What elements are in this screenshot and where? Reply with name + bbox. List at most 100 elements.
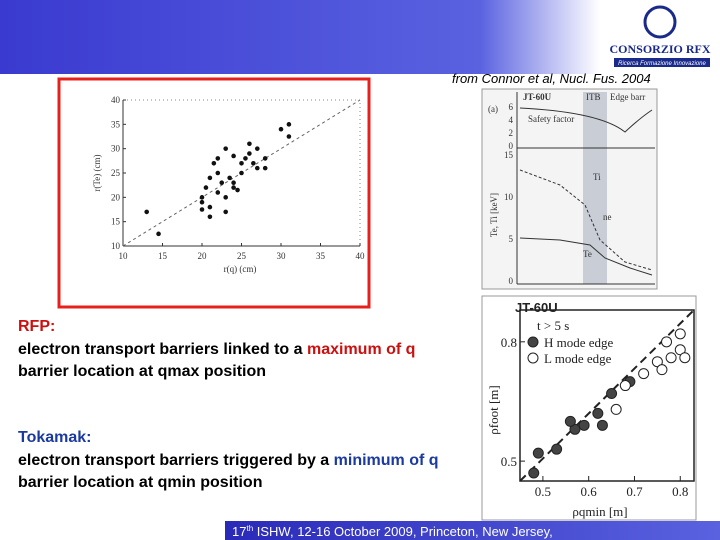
y-tick-label: 25 [111,168,121,178]
point [239,160,244,166]
y-tick-label: 35 [111,119,121,129]
point [661,336,673,348]
point [551,443,563,455]
text-run: electron transport barriers linked to a [18,341,307,358]
logo-subtext: Ricerca Formazione Innovazione [618,61,706,67]
x-tick-label: 10 [119,251,129,261]
tokamak-line: barrier location at qmin position [18,474,262,491]
emphasis: minimum of q [334,452,439,469]
tick-label: 0 [509,141,514,151]
legend-title: t > 5 s [537,318,569,333]
highlight-box [57,77,371,309]
te-curve [519,237,653,276]
y-tick-label: 20 [111,192,121,202]
point [207,175,213,181]
point [156,231,161,237]
curve-label: Te [583,249,592,259]
point [578,419,590,431]
plot-title: JT-60U [515,300,558,315]
point [656,364,668,376]
point [211,160,217,166]
y-axis-label: r(Te) (cm) [92,154,102,191]
legend-label: H mode edge [544,335,614,350]
x-tick-label: 40 [356,251,366,261]
x-axis-label: ρqmin [m] [572,504,627,519]
q-curve [519,107,653,133]
footer-text: 17th ISHW, 12-16 October 2009, Princeton… [232,524,553,539]
point [231,153,236,159]
superscript: th [246,524,253,533]
logo-mark [643,5,677,39]
region-label: Edge barr [610,92,645,102]
point [262,156,268,161]
x-tick-label: 0.5 [535,484,551,499]
point [254,165,260,171]
point [286,134,292,139]
y-axis-label: ρfoot [m] [486,385,501,434]
point [243,156,248,161]
point [215,170,221,176]
text-run: electron transport barriers triggered by… [18,452,334,469]
tokamak-heading: Tokamak: [18,429,92,446]
tick-label: 2 [509,128,514,138]
text-run: ISHW, 12-16 October 2009, Princeton, New… [253,524,553,539]
region-label: ITB [586,92,601,102]
point [223,209,228,215]
x-tick-label: 0.8 [672,484,688,499]
x-tick-label: 0.7 [626,484,643,499]
citation: from Connor et al, Nucl. Fus. 2004 [452,71,651,86]
point [610,403,622,415]
point [215,156,221,161]
point [199,195,205,200]
tokamak-line: electron transport barriers triggered by… [18,452,439,469]
point [231,180,236,186]
y-tick-label: 40 [111,95,121,105]
point [235,187,240,193]
y-axis-label: Te, Ti [keV] [489,193,499,237]
point [592,407,604,419]
rfp-heading: RFP: [18,318,55,335]
curve-label: Ti [593,172,601,182]
x-tick-label: 35 [316,251,326,261]
y-tick-label: 10 [111,241,121,251]
header-band [0,0,600,74]
tick-label: 5 [509,234,514,244]
point [596,419,608,431]
point [638,368,650,380]
legend-label: L mode edge [544,351,612,366]
point [262,165,268,171]
point [665,352,677,364]
itb-region [583,92,607,284]
y-tick-label: 30 [111,144,121,154]
x-tick-label: 15 [158,251,168,261]
left-plot: r(q) (cm) r(Te) (cm) 10 15 20 25 30 35 40 10 15 2… [92,95,365,274]
point [532,447,544,459]
rfp-line: barrier location at qmax position [18,363,266,380]
emphasis: maximum of q [307,341,415,358]
point [207,204,213,210]
x-tick-label: 0.6 [581,484,598,499]
tick-label: 10 [504,192,514,202]
scatter-image-frame [481,295,697,521]
y-tick-label: 0.8 [501,335,517,350]
plot-frame [519,309,695,482]
point [207,214,213,220]
x-tick-label: 25 [237,251,247,261]
point [199,207,205,212]
jt-plot: JT-60U t > 5 s ρqmin [m] ρfoot [m] 0.5 0.… [486,300,695,519]
x-tick-label: 20 [198,251,208,261]
text-run: 17 [232,524,246,539]
point [278,126,284,132]
panel-frame [481,88,658,290]
point [528,467,540,479]
x-tick-label: 30 [277,251,287,261]
point [223,195,228,200]
logo-strip [614,58,710,67]
point [564,415,576,427]
point [199,199,205,205]
point [227,175,232,181]
point [247,141,252,147]
tick-label: 15 [504,150,514,160]
point [144,209,149,215]
